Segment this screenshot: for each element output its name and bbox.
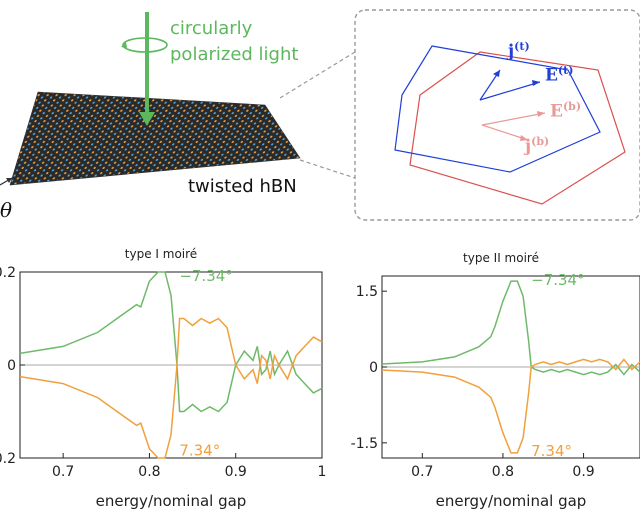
y-tick-label: 0.2 — [0, 265, 16, 281]
polarization-arrowhead-icon — [121, 42, 127, 48]
angle-symbol: θ — [0, 198, 13, 222]
series-line — [381, 358, 640, 454]
x-tick-label: 0.7 — [52, 464, 74, 480]
light-label-line2: polarized light — [170, 44, 299, 65]
inset-connector-top — [279, 51, 356, 99]
j-bottom-label: j(b) — [525, 135, 550, 157]
y-tick-label: -1.5 — [351, 436, 378, 452]
x-tick-label: 0.8 — [492, 464, 514, 480]
series-line — [19, 271, 323, 413]
series-label: −7.34° — [179, 267, 232, 285]
y-tick-label: 0 — [369, 360, 378, 376]
inset-frame — [354, 9, 640, 221]
light-arrowhead-icon — [139, 112, 155, 126]
chart-title: type I moiré — [125, 247, 197, 261]
series-line — [381, 280, 640, 376]
series-line — [19, 317, 323, 459]
x-tick-label: 0.9 — [225, 464, 247, 480]
inset-connector-bottom — [299, 159, 356, 179]
E-top-arrow — [479, 81, 541, 101]
E-bottom-arrow — [481, 112, 546, 126]
sample-label: twisted hBN — [188, 176, 297, 197]
x-tick-label: 0.9 — [572, 464, 594, 480]
series-label: −7.34° — [531, 271, 584, 289]
x-tick-label: 0.8 — [138, 464, 160, 480]
j-bottom-arrow — [481, 124, 529, 141]
x-axis-label: energy/nominal gap — [436, 492, 587, 510]
x-tick-label: 0.7 — [411, 464, 433, 480]
bottom-layer-hexagon — [409, 51, 626, 205]
y-tick-label: -0.2 — [0, 451, 16, 467]
light-label: circularly polarized light — [170, 16, 298, 68]
series-label: 7.34° — [531, 442, 572, 460]
x-tick-label: 1 — [318, 464, 327, 480]
light-label-line1: circularly — [170, 18, 253, 39]
chart-title: type II moiré — [463, 251, 539, 265]
E-top-label: E(t) — [545, 64, 574, 86]
hbn-sheet — [9, 91, 301, 186]
series-label: 7.34° — [179, 442, 220, 460]
y-tick-label: 1.5 — [356, 284, 378, 300]
y-tick-label: 0 — [7, 358, 16, 374]
x-axis-label: energy/nominal gap — [96, 492, 247, 510]
top-layer-hexagon — [394, 45, 601, 173]
E-bottom-label: E(b) — [550, 100, 582, 122]
j-top-label: j(t) — [508, 40, 530, 62]
